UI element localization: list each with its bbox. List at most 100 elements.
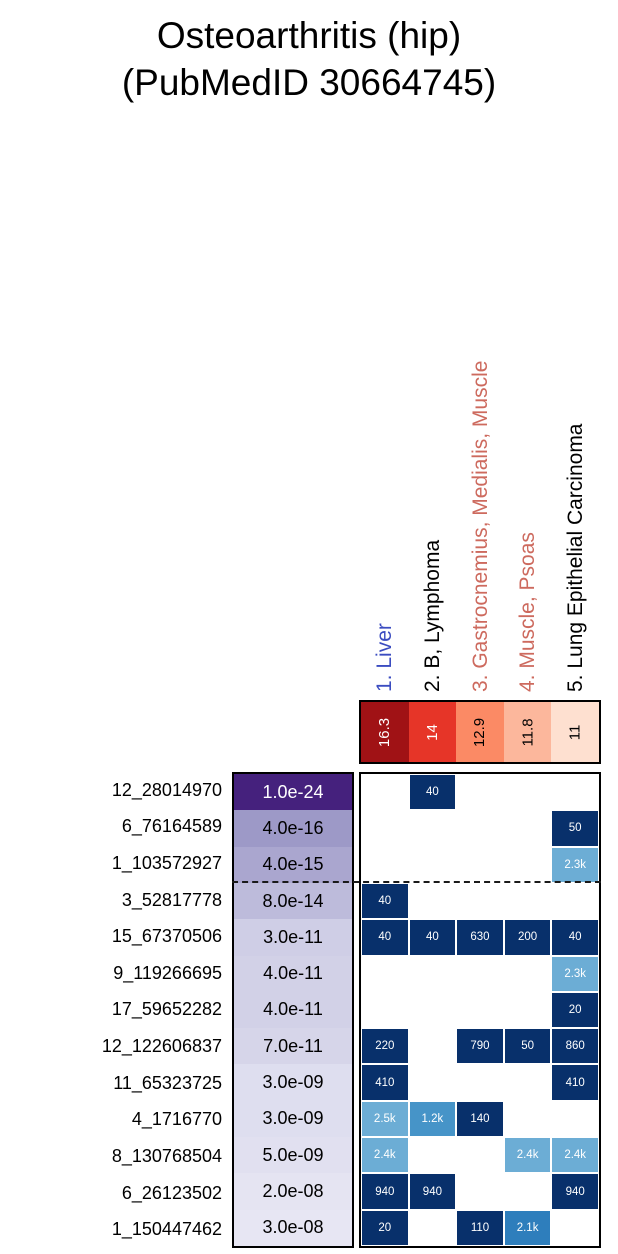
- heatmap-cell: 2.3k: [551, 955, 599, 992]
- heatmap-cell-empty: [504, 956, 552, 992]
- column-score-cell: 11.8: [503, 702, 552, 762]
- heatmap-cell: 50: [503, 1028, 552, 1065]
- heatmap-cell-empty: [504, 774, 552, 810]
- heatmap-cell-empty: [456, 1064, 504, 1100]
- row-label: 12_28014970: [111, 779, 222, 800]
- heatmap-cell: 40: [551, 919, 599, 956]
- column-score-value: 11.8: [519, 717, 537, 747]
- column-label: 5. Lung Epithelial Carcinoma: [563, 423, 587, 693]
- heatmap-cell: 940: [408, 1173, 457, 1210]
- pvalue-cell: 3.0e-08: [234, 1209, 352, 1246]
- heatmap-cell-empty: [409, 1064, 457, 1100]
- row-label: 4_1716770: [131, 1109, 222, 1130]
- figure-title-line2: (PubMedID 30664745): [121, 62, 497, 103]
- column-label: 1. Liver: [373, 623, 397, 692]
- heatmap-cell: 860: [551, 1028, 599, 1065]
- heatmap-cell-empty: [551, 774, 599, 810]
- figure-title-line1: Osteoarthritis (hip): [156, 15, 462, 56]
- pvalue-cell: 1.0e-24: [234, 774, 352, 811]
- column-score-cell: 14: [408, 702, 457, 762]
- column-score-cell: 11: [551, 702, 599, 762]
- row-label: 6_76164589: [121, 816, 222, 837]
- heatmap-cell-empty: [361, 956, 409, 992]
- column-label: 3. Gastrocnemius, Medialis, Muscle: [468, 360, 492, 692]
- heatmap-cell-empty: [504, 1173, 552, 1209]
- heatmap-cell-empty: [456, 956, 504, 992]
- heatmap-cell-empty: [551, 1101, 599, 1137]
- pvalue-cell: 5.0e-09: [234, 1137, 352, 1174]
- heatmap-cell-empty: [456, 1173, 504, 1209]
- column-score-cell: 16.3: [361, 702, 409, 762]
- heatmap-cell: 1.2k: [408, 1100, 457, 1138]
- row-label: 3_52817778: [121, 889, 222, 910]
- heatmap-cell-empty: [456, 883, 504, 919]
- heatmap-cell: 140: [456, 1100, 504, 1138]
- pvalue-cell: 4.0e-11: [234, 955, 352, 992]
- column-score-value: 11: [566, 724, 584, 740]
- heatmap-cell-empty: [456, 992, 504, 1028]
- heatmap-cell-empty: [409, 1137, 457, 1173]
- column-score-cell: 12.9: [456, 702, 504, 762]
- heatmap-cell: 2.1k: [503, 1209, 552, 1246]
- heatmap-cell-empty: [456, 1137, 504, 1173]
- heatmap-cell-empty: [361, 992, 409, 1028]
- heatmap-cell: 410: [551, 1064, 599, 1101]
- heatmap-cell: 20: [551, 991, 599, 1029]
- heatmap-cell: 2.4k: [503, 1137, 552, 1174]
- column-score-value: 12.9: [471, 717, 489, 747]
- heatmap-cell-empty: [361, 774, 409, 810]
- pvalue-cell: 4.0e-16: [234, 810, 352, 847]
- heatmap-cell-empty: [409, 847, 457, 883]
- column-score-bar: 16.3 14 12.9 11.8 11: [359, 700, 601, 764]
- significance-threshold-line: [232, 881, 601, 883]
- column-score-value: 16.3: [376, 717, 394, 747]
- heatmap-cell: 630: [456, 919, 504, 956]
- pvalue-cell: 8.0e-14: [234, 882, 352, 920]
- pvalue-cell: 3.0e-11: [234, 919, 352, 956]
- heatmap-cell: 2.4k: [551, 1137, 599, 1174]
- heatmap-cell-empty: [456, 810, 504, 846]
- heatmap-cell-empty: [551, 883, 599, 919]
- pvalue-cell: 4.0e-11: [234, 991, 352, 1029]
- pvalue-cell: 7.0e-11: [234, 1028, 352, 1065]
- pvalue-cell: 4.0e-15: [234, 846, 352, 883]
- row-label: 1_150447462: [111, 1219, 222, 1240]
- heatmap-cell: 40: [408, 774, 457, 811]
- heatmap-cell-empty: [504, 992, 552, 1028]
- heatmap-cell: 940: [361, 1173, 409, 1210]
- row-label: 12_122606837: [101, 1036, 222, 1057]
- heatmap-grid: 40 50 2.3k 40 40 40 630 200 40 2.3k 20 220 790 50 860 4…: [359, 772, 601, 1248]
- heatmap-cell: 2.3k: [551, 846, 599, 883]
- row-label: 11_65323725: [113, 1072, 222, 1093]
- heatmap-cell-empty: [361, 847, 409, 883]
- pvalue-column: 1.0e-24 4.0e-16 4.0e-15 8.0e-14 3.0e-11 4.0e-…: [232, 772, 354, 1248]
- pvalue-cell: 2.0e-08: [234, 1173, 352, 1210]
- heatmap-cell-empty: [456, 847, 504, 883]
- heatmap-cell-empty: [409, 810, 457, 846]
- column-score-value: 14: [423, 723, 441, 741]
- heatmap-cell-empty: [504, 847, 552, 883]
- row-label: 9_119266695: [113, 962, 222, 983]
- row-label: 15_67370506: [111, 926, 222, 947]
- heatmap-cell-empty: [409, 1210, 457, 1246]
- row-label: 17_59652282: [111, 999, 222, 1020]
- heatmap-cell-empty: [409, 883, 457, 919]
- heatmap-cell-empty: [361, 810, 409, 846]
- heatmap-cell-empty: [409, 1028, 457, 1064]
- heatmap-cell: 40: [361, 919, 409, 956]
- heatmap-cell: 40: [361, 882, 409, 920]
- figure-title: Osteoarthritis (hip) (PubMedID 30664745): [0, 12, 618, 106]
- heatmap-cell: 220: [361, 1028, 409, 1065]
- heatmap-cell: 200: [503, 919, 552, 956]
- heatmap-cell-empty: [409, 956, 457, 992]
- heatmap-cell-empty: [409, 992, 457, 1028]
- heatmap-cell-empty: [504, 883, 552, 919]
- heatmap-cell: 110: [456, 1209, 504, 1246]
- heatmap-cell-empty: [551, 1210, 599, 1246]
- heatmap-cell: 50: [551, 810, 599, 847]
- row-label: 1_103572927: [111, 853, 222, 874]
- row-label: 6_26123502: [121, 1182, 222, 1203]
- heatmap-cell-empty: [504, 1064, 552, 1100]
- heatmap-cell-empty: [504, 1101, 552, 1137]
